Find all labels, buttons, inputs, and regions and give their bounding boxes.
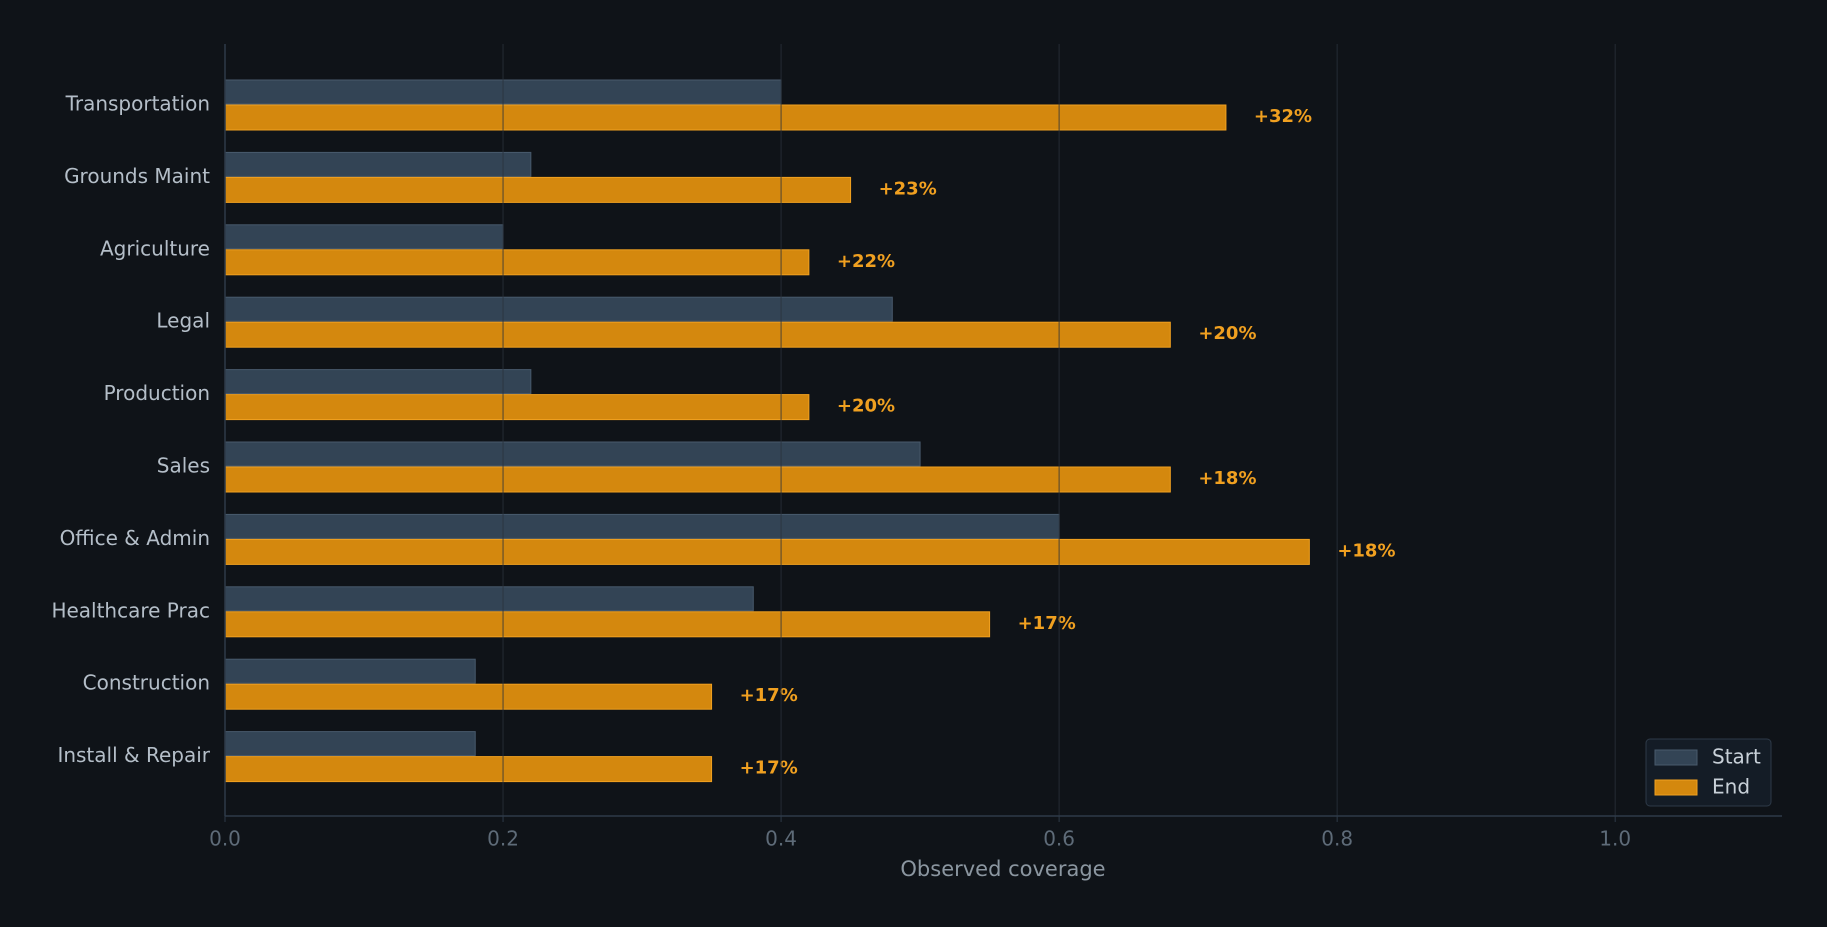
annotation: +23% <box>879 178 937 199</box>
x-tick-label: 0.0 <box>209 827 241 851</box>
annotation: +17% <box>740 758 798 779</box>
bar-end <box>224 683 713 710</box>
y-tick-label: Sales <box>157 454 210 478</box>
y-tick-label: Install & Repair <box>57 743 210 767</box>
x-tick-label: 0.4 <box>765 827 797 851</box>
bar-start <box>224 441 921 467</box>
annotation: +18% <box>1198 468 1256 489</box>
bar-end <box>224 176 852 203</box>
bar-start <box>224 224 504 250</box>
bar-start <box>224 731 476 757</box>
y-tick-label: Legal <box>156 309 210 333</box>
bar-start <box>224 369 532 395</box>
y-tick-label: Construction <box>83 671 210 695</box>
x-tick-label: 1.0 <box>1599 827 1631 851</box>
y-tick-label: Healthcare Prac <box>51 598 210 622</box>
annotation: +17% <box>1018 613 1076 634</box>
bar-end <box>224 249 810 276</box>
bar-start <box>224 658 476 684</box>
bar-start <box>224 513 1060 539</box>
x-tick-label: 0.8 <box>1321 827 1353 851</box>
y-tick-label: Agriculture <box>100 236 210 260</box>
y-tick-label: Grounds Maint <box>64 164 210 188</box>
annotation: +32% <box>1254 106 1312 127</box>
bar-end <box>224 611 991 638</box>
bar-end <box>224 321 1171 348</box>
bar-start <box>224 296 893 322</box>
bar-end <box>224 756 713 783</box>
legend-swatch <box>1654 779 1698 796</box>
legend-label: End <box>1712 775 1750 799</box>
bar-end <box>224 538 1310 565</box>
bar-end <box>224 466 1171 493</box>
y-tick-label: Transportation <box>65 92 210 116</box>
y-tick-label: Office & Admin <box>60 526 210 550</box>
x-tick-label: 0.2 <box>487 827 519 851</box>
annotation: +18% <box>1337 540 1395 561</box>
annotation: +22% <box>837 251 895 272</box>
bar-end <box>224 394 810 421</box>
annotation: +20% <box>837 396 895 417</box>
bar-start <box>224 586 754 612</box>
x-axis-label: Observed coverage <box>900 857 1105 881</box>
bar-start <box>224 151 532 177</box>
x-tick-label: 0.6 <box>1043 827 1075 851</box>
legend-label: Start <box>1712 745 1761 769</box>
legend-swatch <box>1654 749 1698 766</box>
y-tick-label: Production <box>104 381 210 405</box>
annotation: +20% <box>1198 323 1256 344</box>
bar-end <box>224 104 1227 131</box>
annotation: +17% <box>740 685 798 706</box>
